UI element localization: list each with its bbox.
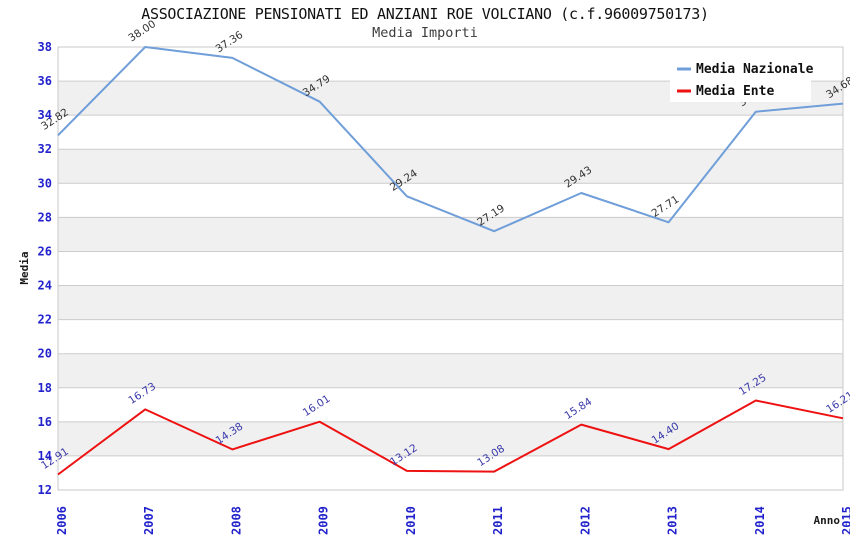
grid-band <box>58 285 843 320</box>
x-tick-label: 2013 <box>666 506 680 535</box>
x-tick-label: 2015 <box>840 506 850 535</box>
y-tick-label: 26 <box>38 244 52 258</box>
y-tick-label: 20 <box>38 347 52 361</box>
x-tick-label: 2014 <box>753 506 767 535</box>
y-tick-label: 22 <box>38 313 52 327</box>
chart-subtitle: Media Importi <box>372 25 478 41</box>
grid-band <box>58 149 843 184</box>
x-tick-label: 2010 <box>404 506 418 535</box>
x-axis-title: Anno <box>814 514 841 527</box>
y-tick-label: 34 <box>38 108 52 122</box>
line-media-nazionale <box>57 46 844 233</box>
y-tick-label: 32 <box>38 142 52 156</box>
plot-border <box>57 46 844 491</box>
point-label-media-nazionale: 38.00 <box>126 18 158 44</box>
x-tick-label: 2007 <box>142 506 156 535</box>
y-tick-label: 18 <box>38 381 52 395</box>
point-label-media-ente: 16.01 <box>301 393 333 419</box>
y-tick-label: 38 <box>38 40 52 54</box>
point-label-media-ente: 15.84 <box>562 395 594 422</box>
y-tick-label: 12 <box>38 483 52 497</box>
y-tick-label: 14 <box>38 449 52 463</box>
y-tick-label: 36 <box>38 74 52 88</box>
y-axis-title: Media <box>18 251 31 284</box>
x-tick-label: 2011 <box>491 506 505 535</box>
x-tick-label: 2006 <box>55 506 69 535</box>
grid-band <box>58 353 843 388</box>
point-label-media-nazionale: 27.71 <box>650 193 682 219</box>
x-tick-label: 2009 <box>317 506 331 535</box>
y-tick-label: 24 <box>38 279 52 293</box>
y-tick-label: 16 <box>38 415 52 429</box>
legend-label-media-ente: Media Ente <box>696 84 774 99</box>
grid-band <box>58 421 843 456</box>
x-tick-label: 2012 <box>578 506 592 535</box>
x-tick-label: 2008 <box>229 506 243 535</box>
y-tick-label: 28 <box>38 210 52 224</box>
point-label-media-nazionale: 37.36 <box>214 29 246 56</box>
y-tick-label: 30 <box>38 176 52 190</box>
legend-label-media-nazionale: Media Nazionale <box>696 62 814 77</box>
legend: Media Nazionale Media Ente <box>670 55 814 102</box>
legend-box <box>670 55 811 102</box>
chart-title: ASSOCIAZIONE PENSIONATI ED ANZIANI ROE V… <box>141 5 709 23</box>
line-media-ente <box>57 399 844 476</box>
point-label-media-ente: 16.21 <box>824 389 850 415</box>
grid-band <box>58 217 843 252</box>
